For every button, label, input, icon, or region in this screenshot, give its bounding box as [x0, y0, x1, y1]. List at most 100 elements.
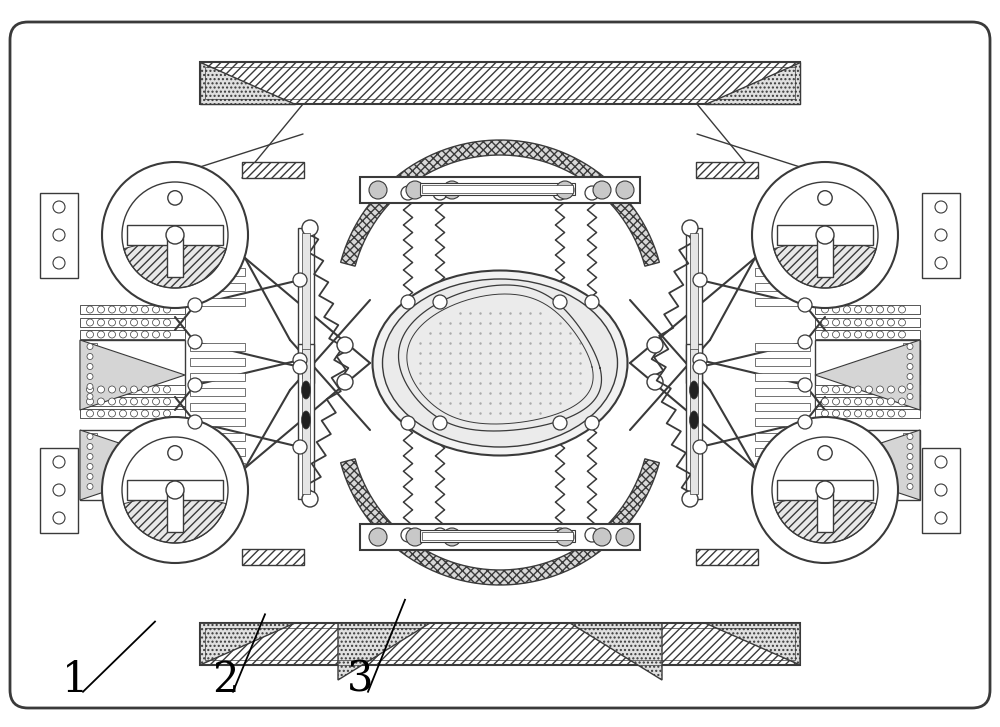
Circle shape: [585, 528, 599, 542]
Bar: [777, 481, 873, 499]
Circle shape: [53, 229, 65, 241]
Bar: [83, 443, 97, 450]
Circle shape: [888, 410, 895, 417]
Circle shape: [907, 464, 913, 470]
Bar: [755, 403, 810, 411]
Circle shape: [369, 528, 387, 546]
Circle shape: [553, 186, 567, 200]
Bar: [205, 628, 795, 660]
Circle shape: [585, 295, 599, 309]
Bar: [80, 430, 185, 500]
Bar: [755, 448, 810, 456]
Circle shape: [844, 306, 850, 313]
Circle shape: [907, 483, 913, 489]
Circle shape: [188, 415, 202, 429]
Circle shape: [935, 201, 947, 213]
Circle shape: [87, 483, 93, 489]
Circle shape: [102, 417, 248, 563]
Circle shape: [302, 220, 318, 236]
Bar: [903, 433, 917, 440]
Circle shape: [898, 398, 906, 405]
Circle shape: [854, 410, 862, 417]
Circle shape: [120, 398, 126, 405]
Circle shape: [832, 319, 840, 326]
Bar: [190, 283, 245, 291]
Bar: [755, 463, 810, 471]
Circle shape: [866, 331, 872, 338]
Circle shape: [832, 398, 840, 405]
Circle shape: [866, 319, 872, 326]
Circle shape: [130, 386, 138, 393]
Circle shape: [108, 410, 116, 417]
Circle shape: [302, 491, 318, 507]
Circle shape: [898, 306, 906, 313]
Circle shape: [844, 398, 850, 405]
Bar: [815, 385, 920, 394]
Circle shape: [433, 295, 447, 309]
Bar: [190, 373, 245, 381]
Circle shape: [152, 386, 160, 393]
Circle shape: [142, 386, 148, 393]
Circle shape: [898, 386, 906, 393]
Bar: [40, 448, 78, 533]
Circle shape: [337, 374, 353, 390]
Circle shape: [693, 360, 707, 374]
Circle shape: [907, 374, 913, 379]
Circle shape: [866, 386, 872, 393]
Circle shape: [876, 398, 884, 405]
Circle shape: [693, 353, 707, 367]
Bar: [903, 473, 917, 480]
Circle shape: [553, 528, 567, 542]
Circle shape: [406, 181, 424, 199]
Bar: [755, 418, 810, 426]
Bar: [815, 305, 920, 314]
Bar: [903, 343, 917, 350]
Circle shape: [693, 440, 707, 454]
Circle shape: [443, 181, 461, 199]
Circle shape: [616, 181, 634, 199]
Circle shape: [293, 273, 307, 287]
Circle shape: [188, 335, 202, 349]
Circle shape: [87, 410, 94, 417]
Bar: [80, 409, 185, 418]
Circle shape: [443, 528, 461, 546]
Bar: [815, 409, 920, 418]
Bar: [167, 235, 183, 278]
Circle shape: [102, 162, 248, 308]
Circle shape: [337, 337, 353, 353]
Circle shape: [888, 398, 895, 405]
Bar: [815, 340, 920, 410]
Bar: [190, 298, 245, 306]
Circle shape: [53, 484, 65, 496]
Circle shape: [108, 319, 116, 326]
Polygon shape: [774, 235, 876, 288]
Bar: [80, 340, 185, 410]
Circle shape: [854, 319, 862, 326]
Circle shape: [907, 433, 913, 440]
Bar: [755, 268, 810, 276]
Bar: [755, 373, 810, 381]
Circle shape: [866, 410, 872, 417]
Bar: [903, 353, 917, 360]
Circle shape: [585, 416, 599, 430]
Circle shape: [87, 473, 93, 480]
Bar: [83, 463, 97, 470]
Bar: [190, 463, 245, 471]
Bar: [302, 349, 310, 494]
Circle shape: [682, 220, 698, 236]
Circle shape: [822, 306, 828, 313]
Circle shape: [553, 416, 567, 430]
Circle shape: [647, 374, 663, 390]
Bar: [190, 268, 245, 276]
Circle shape: [164, 386, 170, 393]
Circle shape: [876, 331, 884, 338]
Bar: [815, 397, 920, 406]
Circle shape: [907, 364, 913, 369]
Circle shape: [844, 319, 850, 326]
Bar: [420, 183, 575, 195]
Circle shape: [130, 398, 138, 405]
Bar: [200, 623, 800, 665]
Bar: [190, 403, 245, 411]
Bar: [903, 463, 917, 470]
Bar: [420, 530, 575, 542]
